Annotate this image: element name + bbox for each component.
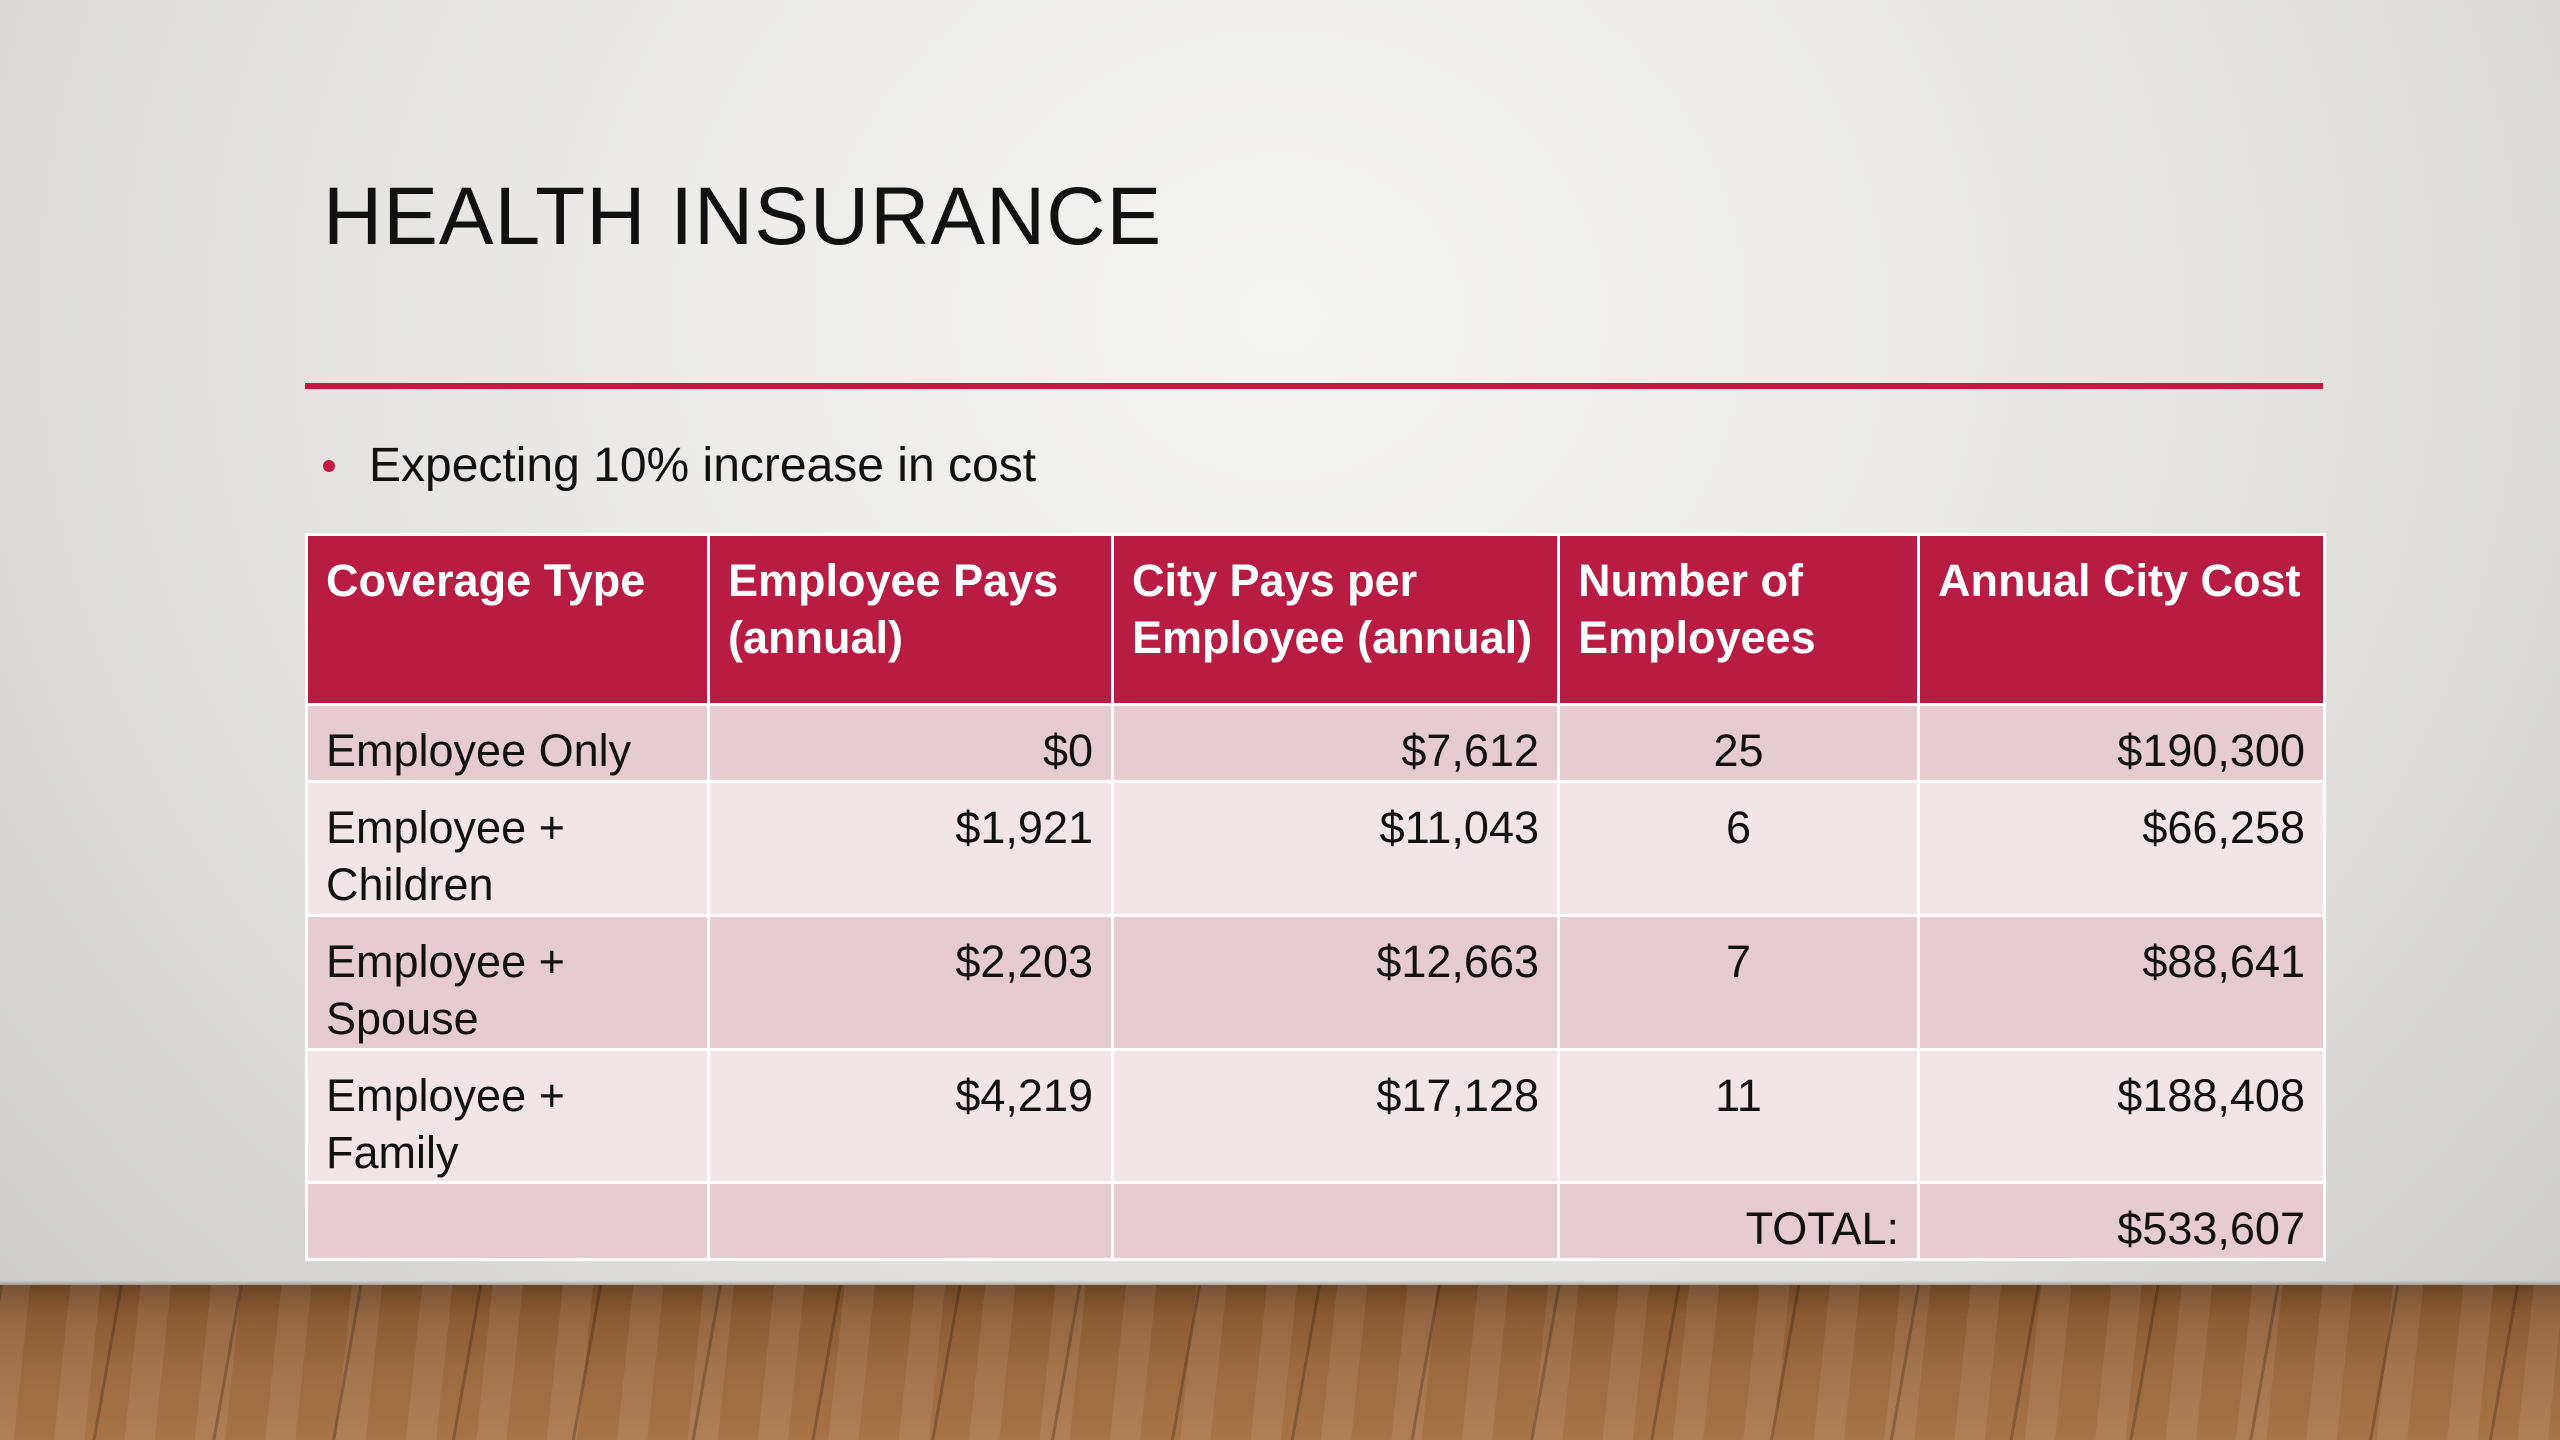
- table-row: Employee + Family $4,219 $17,128 11 $188…: [305, 1048, 2326, 1184]
- cell-annual-cost: $66,258: [1917, 780, 2326, 917]
- slide: HEALTH INSURANCE Expecting 10% increase …: [305, 171, 2326, 1261]
- bullet-item: Expecting 10% increase in cost: [323, 438, 1036, 493]
- wood-floor-background: [0, 1285, 2560, 1440]
- cell-count: 7: [1557, 914, 1920, 1051]
- total-label: TOTAL:: [1557, 1181, 1920, 1261]
- cell-employee-pays: $1,921: [707, 780, 1114, 917]
- cell-coverage: Employee + Children: [305, 780, 710, 917]
- cell-count: 6: [1557, 780, 1920, 917]
- cell-count: 25: [1557, 703, 1920, 783]
- header-city-pays: City Pays per Employee (annual): [1111, 533, 1560, 706]
- header-annual-city-cost: Annual City Cost: [1917, 533, 2326, 706]
- cell-annual-cost: $190,300: [1917, 703, 2326, 783]
- header-employee-pays: Employee Pays (annual): [707, 533, 1114, 706]
- title-divider: [305, 383, 2323, 389]
- cell-annual-cost: $88,641: [1917, 914, 2326, 1051]
- floor-edge: [0, 1281, 2560, 1287]
- cell-empty: [1111, 1181, 1560, 1261]
- table-header-row: Coverage Type Employee Pays (annual) Cit…: [305, 533, 2326, 706]
- cell-coverage: Employee + Spouse: [305, 914, 710, 1051]
- bullet-text: Expecting 10% increase in cost: [369, 439, 1037, 492]
- cell-coverage: Employee Only: [305, 703, 710, 783]
- total-value: $533,607: [1917, 1181, 2326, 1261]
- health-insurance-table: Coverage Type Employee Pays (annual) Cit…: [305, 533, 2326, 1261]
- table-row: Employee Only $0 $7,612 25 $190,300: [305, 703, 2326, 783]
- table-row: Employee + Children $1,921 $11,043 6 $66…: [305, 780, 2326, 917]
- cell-city-pays: $12,663: [1111, 914, 1560, 1051]
- bullet-icon: [323, 459, 335, 472]
- cell-employee-pays: $4,219: [707, 1048, 1114, 1184]
- cell-city-pays: $17,128: [1111, 1048, 1560, 1184]
- table-total-row: TOTAL: $533,607: [305, 1181, 2326, 1261]
- cell-coverage: Employee + Family: [305, 1048, 710, 1184]
- cell-employee-pays: $0: [707, 703, 1114, 783]
- cell-city-pays: $7,612: [1111, 703, 1560, 783]
- cell-annual-cost: $188,408: [1917, 1048, 2326, 1184]
- cell-empty: [707, 1181, 1114, 1261]
- cell-employee-pays: $2,203: [707, 914, 1114, 1051]
- cell-empty: [305, 1181, 710, 1261]
- table-row: Employee + Spouse $2,203 $12,663 7 $88,6…: [305, 914, 2326, 1051]
- header-coverage-type: Coverage Type: [305, 533, 710, 706]
- cell-city-pays: $11,043: [1111, 780, 1560, 917]
- cell-count: 11: [1557, 1048, 1920, 1184]
- header-number-of-employees: Number of Employees: [1557, 533, 1920, 706]
- slide-title: HEALTH INSURANCE: [323, 171, 1163, 262]
